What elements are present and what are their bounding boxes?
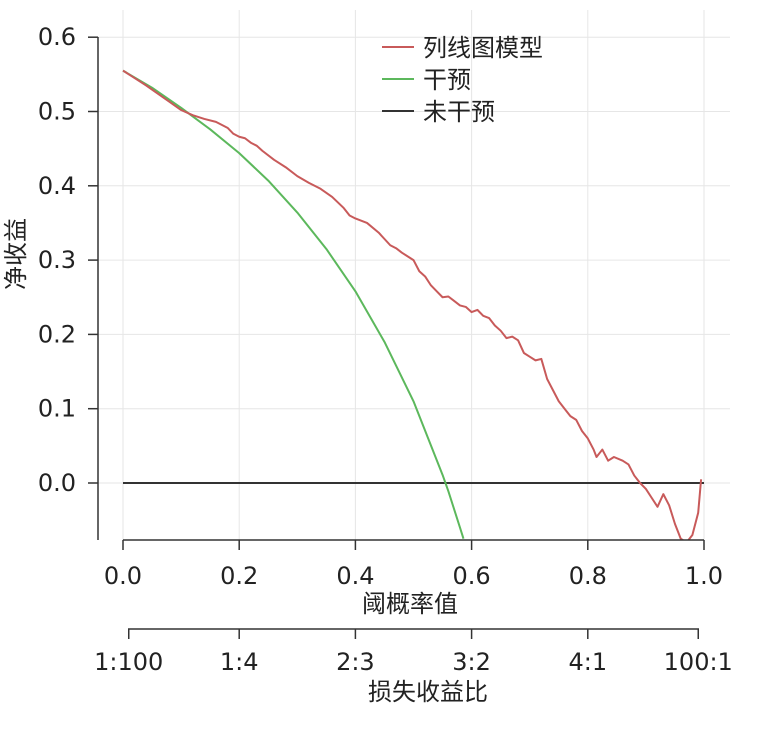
axes: [97, 37, 704, 630]
secondary-tick-label: 2:3: [336, 648, 375, 676]
legend-label: 干预: [423, 66, 471, 94]
series-line-0: [122, 69, 703, 540]
y-axis-label: 净收益: [2, 218, 30, 290]
y-tick-label: 0.3: [38, 246, 76, 274]
tick-labels: 0.0 0.2 0.4 0.6 0.8 1.0 0.0 0.1 0.2 0.3 0.4 0.5 0.6 1…: [38, 23, 733, 676]
secondary-axis-label: 损失收益比: [368, 678, 488, 706]
y-tick-label: 0.0: [38, 469, 76, 497]
x-tick-label: 1.0: [685, 562, 723, 590]
x-tick-label: 0.4: [336, 562, 374, 590]
legend-label: 列线图模型: [423, 34, 543, 62]
secondary-tick-label: 100:1: [664, 648, 733, 676]
x-tick-label: 0.6: [453, 562, 491, 590]
tick-marks: [88, 36, 705, 639]
x-tick-label: 0.2: [220, 562, 258, 590]
y-tick-label: 0.5: [38, 98, 76, 126]
x-tick-label: 0.0: [104, 562, 142, 590]
secondary-tick-label: 3:2: [452, 648, 491, 676]
series-lines: [122, 69, 704, 540]
x-axis-label: 阈概率值: [362, 590, 458, 618]
secondary-tick-label: 1:100: [94, 648, 163, 676]
secondary-tick-label: 4:1: [568, 648, 607, 676]
y-tick-label: 0.4: [38, 172, 76, 200]
y-tick-label: 0.1: [38, 395, 76, 423]
x-tick-label: 0.8: [569, 562, 607, 590]
y-tick-label: 0.6: [38, 23, 76, 51]
grid-lines: [98, 10, 730, 540]
secondary-tick-label: 1:4: [220, 648, 259, 676]
legend-label: 未干预: [423, 98, 495, 126]
y-tick-label: 0.2: [38, 320, 76, 348]
series-line-1: [122, 69, 465, 540]
